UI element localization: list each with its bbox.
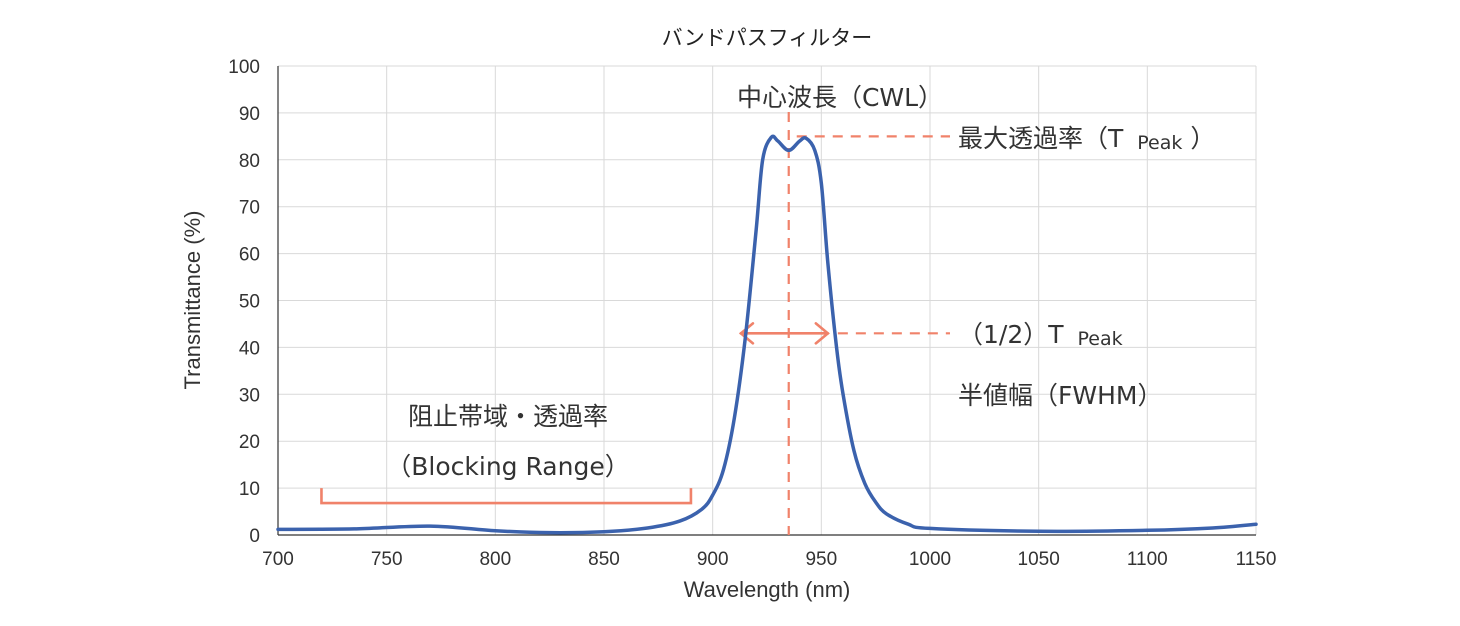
- chart-title: バンドパスフィルター: [662, 26, 873, 50]
- t-peak-label-close: ）: [1190, 124, 1215, 153]
- blocking-label-line2: （Blocking Range）: [386, 452, 629, 481]
- y-tick-label: 80: [239, 151, 260, 172]
- x-tick-label: 850: [588, 549, 620, 570]
- y-tick-label: 90: [239, 104, 260, 125]
- x-tick-label: 900: [697, 549, 729, 570]
- fwhm-label: 半値幅（FWHM）: [958, 381, 1162, 410]
- half-peak-label: （1/2）T Peak: [958, 320, 1123, 350]
- y-gridlines: [278, 65, 1256, 489]
- fwhm-arrowhead-left: [738, 322, 755, 345]
- x-tick-label: 750: [371, 549, 403, 570]
- y-tick-label: 30: [239, 385, 260, 406]
- transmittance-curve: [276, 134, 1258, 535]
- half-peak-label-prefix: （1/2）T: [958, 320, 1064, 349]
- y-tick-label: 10: [239, 479, 260, 500]
- half-peak-label-sub: Peak: [1077, 328, 1122, 350]
- y-tick-label: 40: [239, 338, 260, 359]
- x-tick-label: 1050: [1018, 549, 1060, 570]
- t-peak-label-sub: Peak: [1137, 132, 1182, 154]
- x-tick-labels: 700 750 800 850 900 950 1000 1050 1100 1150: [262, 549, 1276, 570]
- x-tick-label: 1100: [1127, 549, 1168, 570]
- x-tick-label: 800: [479, 549, 511, 570]
- x-tick-label: 1000: [909, 549, 951, 570]
- y-axis-title: Transmittance (%): [180, 211, 205, 390]
- y-tick-label: 50: [239, 292, 260, 313]
- fwhm-arrowhead-right: [814, 322, 830, 345]
- y-tick-label: 60: [239, 245, 260, 266]
- blocking-range-bracket: [320, 488, 693, 505]
- x-tick-label: 1150: [1236, 549, 1277, 570]
- y-tick-label: 100: [228, 57, 260, 78]
- t-peak-label: 最大透過率（T Peak ）: [958, 124, 1215, 155]
- y-tick-labels: 0 10 20 30 40 50 60 70 80 90 100: [228, 57, 260, 547]
- y-tick-label: 20: [239, 432, 260, 453]
- y-tick-label: 0: [249, 526, 260, 547]
- blocking-label-line1: 阻止帯域・透過率: [408, 402, 608, 431]
- x-axis-title: Wavelength (nm): [684, 577, 851, 602]
- cwl-label: 中心波長（CWL）: [737, 83, 943, 112]
- t-peak-label-prefix: 最大透過率（T: [958, 124, 1124, 153]
- y-tick-label: 70: [239, 198, 260, 219]
- x-gridlines: [386, 66, 1257, 535]
- annotation-lines: [320, 112, 950, 535]
- x-tick-label: 950: [805, 549, 837, 570]
- x-tick-label: 700: [262, 549, 294, 570]
